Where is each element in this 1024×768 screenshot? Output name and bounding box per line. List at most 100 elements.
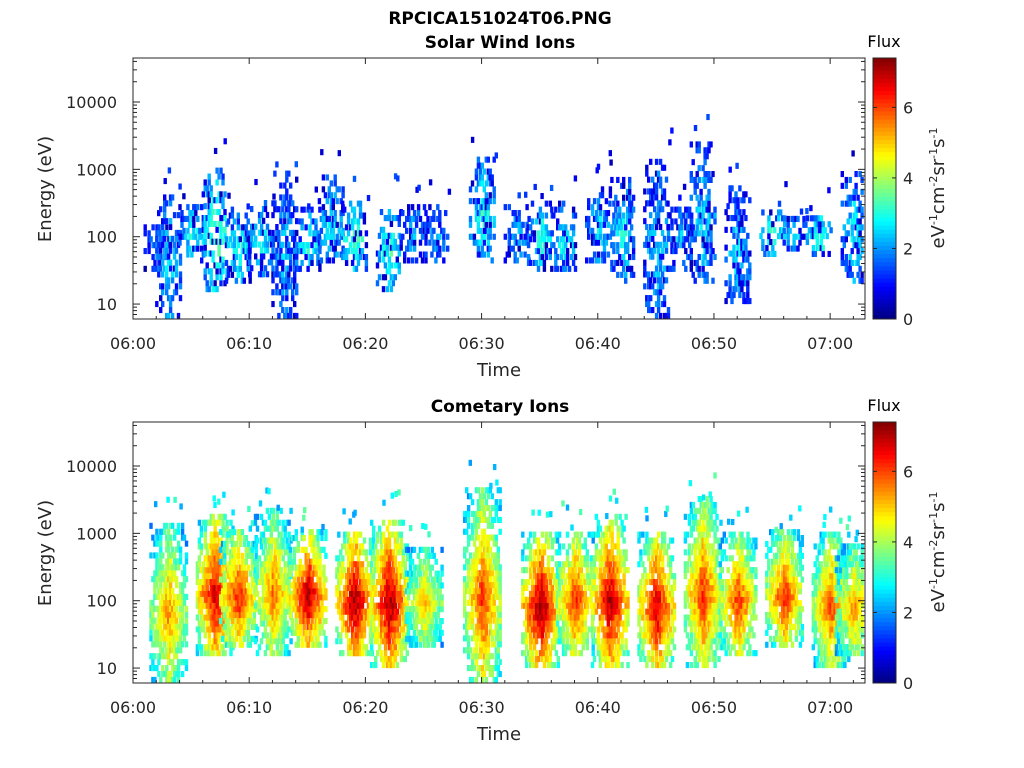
heatmap-cell xyxy=(358,200,363,207)
heatmap-cell xyxy=(484,487,489,494)
heatmap-cell xyxy=(327,257,331,264)
heatmap-cell xyxy=(310,259,314,266)
heatmap-cell xyxy=(192,233,196,240)
heatmap-cell xyxy=(533,183,537,190)
heatmap-cell xyxy=(209,268,213,275)
heatmap-cell xyxy=(341,254,345,261)
heatmap-cell xyxy=(349,549,353,556)
heatmap-cell xyxy=(248,253,252,260)
heatmap-cell xyxy=(387,549,392,556)
heatmap-cell xyxy=(294,623,298,630)
heatmap-cell xyxy=(240,224,244,231)
colorbar-tick-label: 4 xyxy=(903,169,913,188)
heatmap-cell xyxy=(474,186,479,193)
heatmap-cell xyxy=(232,236,237,243)
heatmap-cell xyxy=(596,221,601,228)
heatmap-cell xyxy=(385,608,390,615)
heatmap-cell xyxy=(259,271,264,278)
heatmap-cell xyxy=(169,564,173,571)
heatmap-cell xyxy=(275,283,279,290)
heatmap-cell xyxy=(165,647,169,654)
heatmap-cell xyxy=(821,221,825,228)
heatmap-cell xyxy=(292,600,296,607)
heatmap-cell xyxy=(261,602,266,609)
heatmap-cell xyxy=(155,552,159,559)
heatmap-cell xyxy=(385,215,390,222)
heatmap-cell xyxy=(339,233,343,240)
heatmap-cell xyxy=(248,618,252,625)
heatmap-cell xyxy=(860,224,864,231)
heatmap-cell xyxy=(283,253,287,260)
heatmap-cell xyxy=(281,200,285,207)
heatmap-cell xyxy=(298,618,302,625)
heatmap-cell xyxy=(379,650,384,657)
heatmap-cell xyxy=(474,552,479,559)
heatmap-cell xyxy=(207,555,211,562)
heatmap-cell xyxy=(212,495,216,502)
heatmap-cell xyxy=(424,221,428,228)
heatmap-cell xyxy=(697,271,701,278)
heatmap-cell xyxy=(730,298,734,305)
heatmap-cell xyxy=(470,623,475,630)
heatmap-cell xyxy=(372,584,376,591)
heatmap-cell xyxy=(167,605,171,612)
heatmap-cell xyxy=(409,525,413,532)
heatmap-cell xyxy=(308,230,312,237)
heatmap-cell xyxy=(393,602,398,609)
heatmap-cell xyxy=(628,212,632,219)
heatmap-cell xyxy=(397,250,401,257)
heatmap-cell xyxy=(480,570,485,577)
heatmap-cell xyxy=(269,632,273,639)
heatmap-cell xyxy=(552,212,556,219)
heatmap-cell xyxy=(428,618,432,625)
heatmap-cell xyxy=(587,221,591,228)
heatmap-cell xyxy=(742,197,746,204)
heatmap-cell xyxy=(428,564,432,571)
heatmap-cell xyxy=(598,192,603,199)
heatmap-cell xyxy=(244,254,248,261)
heatmap-cell xyxy=(387,232,392,239)
heatmap-cell xyxy=(300,218,304,225)
heatmap-cell xyxy=(168,259,173,266)
heatmap-cell xyxy=(536,265,541,272)
heatmap-cell xyxy=(273,620,277,627)
heatmap-cell xyxy=(349,614,353,621)
heatmap-cell xyxy=(347,614,351,621)
heatmap-cell xyxy=(290,564,295,571)
heatmap-cell xyxy=(418,576,423,583)
heatmap-cell xyxy=(161,564,165,571)
heatmap-cell xyxy=(699,194,703,201)
heatmap-cell xyxy=(273,596,277,603)
heatmap-cell xyxy=(484,641,489,648)
heatmap-cell xyxy=(430,606,434,613)
heatmap-cell xyxy=(358,254,363,261)
heatmap-cell xyxy=(304,594,308,601)
heatmap-cell xyxy=(653,229,657,236)
heatmap-cell xyxy=(322,564,326,571)
heatmap-cell xyxy=(463,593,467,600)
heatmap-cell xyxy=(670,206,674,213)
heatmap-cell xyxy=(626,194,630,201)
colorbar-segment xyxy=(873,127,896,132)
heatmap-cell xyxy=(602,257,607,264)
heatmap-cell xyxy=(763,250,767,257)
heatmap-cell xyxy=(277,206,281,213)
heatmap-cell xyxy=(732,215,736,222)
heatmap-cell xyxy=(395,596,400,603)
heatmap-cell xyxy=(796,215,800,222)
heatmap-cell xyxy=(465,487,469,494)
heatmap-cell xyxy=(209,650,213,657)
heatmap-cell xyxy=(345,584,349,591)
heatmap-cell xyxy=(174,564,179,571)
heatmap-cell xyxy=(292,558,296,565)
heatmap-cell xyxy=(658,224,663,231)
heatmap-cell xyxy=(420,612,425,619)
heatmap-cell xyxy=(622,236,626,243)
heatmap-cell xyxy=(335,233,339,240)
heatmap-cell xyxy=(222,612,227,619)
heatmap-cell xyxy=(283,573,287,580)
heatmap-cell xyxy=(147,230,151,237)
heatmap-cell xyxy=(678,206,682,213)
heatmap-cell xyxy=(829,227,833,234)
heatmap-cell xyxy=(277,608,281,615)
